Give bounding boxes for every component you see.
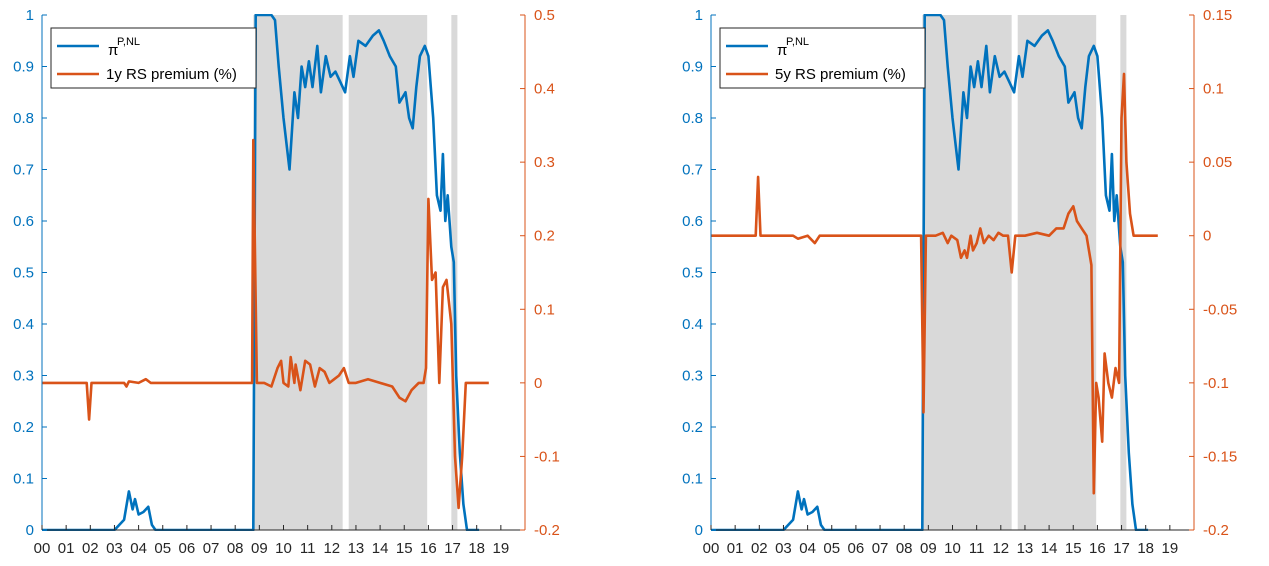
x-tick-label: 17 (1113, 540, 1130, 557)
left-tick-label: 0.1 (13, 471, 34, 488)
x-tick-label: 13 (348, 540, 365, 557)
legend-label-2: 5y RS premium (%) (775, 66, 906, 83)
left-tick-label: 0 (26, 522, 34, 539)
right-tick-label: 0.3 (534, 154, 555, 171)
right-tick-label: 0.1 (1203, 81, 1224, 98)
right-tick-label: -0.1 (534, 448, 560, 465)
left-tick-label: 0.2 (682, 419, 703, 436)
left-tick-label: 0.7 (682, 162, 703, 179)
x-tick-label: 05 (823, 540, 840, 557)
left-tick-label: 0.2 (13, 419, 34, 436)
x-tick-label: 10 (275, 540, 292, 557)
right-tick-label: 0.1 (534, 301, 555, 318)
left-tick-label: 0.9 (682, 59, 703, 76)
right-tick-label: -0.2 (1203, 522, 1229, 539)
x-tick-label: 13 (1017, 540, 1034, 557)
x-tick-label: 04 (799, 540, 816, 557)
left-tick-label: 0.8 (13, 110, 34, 127)
x-tick-label: 14 (372, 540, 389, 557)
x-tick-label: 09 (251, 540, 268, 557)
right-tick-label: 0.5 (534, 7, 555, 24)
x-tick-label: 11 (300, 540, 316, 557)
x-tick-label: 01 (727, 540, 744, 557)
x-tick-label: 07 (203, 540, 220, 557)
left-tick-label: 1 (695, 7, 703, 24)
x-tick-label: 15 (1065, 540, 1082, 557)
x-tick-label: 00 (34, 540, 51, 557)
left-tick-label: 0.1 (682, 471, 703, 488)
right-tick-label: 0.15 (1203, 7, 1232, 24)
x-tick-label: 08 (227, 540, 244, 557)
right-tick-label: -0.2 (534, 522, 560, 539)
x-tick-label: 07 (872, 540, 889, 557)
x-tick-label: 12 (323, 540, 340, 557)
left-tick-label: 0.6 (682, 213, 703, 230)
x-tick-label: 03 (106, 540, 123, 557)
shaded-period-1 (253, 15, 342, 530)
left-tick-label: 0.3 (13, 368, 34, 385)
x-tick-label: 06 (179, 540, 196, 557)
left-tick-label: 0.9 (13, 59, 34, 76)
right-tick-label: -0.05 (1203, 301, 1237, 318)
x-tick-label: 16 (420, 540, 437, 557)
x-tick-label: 19 (1162, 540, 1179, 557)
right-tick-label: 0 (534, 375, 542, 392)
x-tick-label: 14 (1041, 540, 1058, 557)
left-tick-label: 0.4 (682, 316, 703, 333)
right-tick-label: -0.15 (1203, 448, 1237, 465)
x-tick-label: 09 (920, 540, 937, 557)
x-tick-label: 08 (896, 540, 913, 557)
left-tick-label: 0.4 (13, 316, 34, 333)
x-tick-label: 02 (751, 540, 768, 557)
x-tick-label: 11 (969, 540, 985, 557)
left-tick-label: 0.8 (682, 110, 703, 127)
x-tick-label: 00 (703, 540, 720, 557)
left-tick-label: 0.5 (682, 265, 703, 282)
legend-label-superscript-1: P,NL (117, 36, 140, 48)
left-tick-label: 0.5 (13, 265, 34, 282)
right-tick-label: 0 (1203, 228, 1211, 245)
chart-panel-2: 0 0.1 0.2 0.3 0.4 0.5 0.6 0.7 0.8 0.9 1 -0.2 -0.15 -0… (682, 7, 1237, 557)
x-tick-label: 06 (848, 540, 865, 557)
x-tick-label: 18 (468, 540, 485, 557)
x-tick-label: 16 (1089, 540, 1106, 557)
x-tick-label: 19 (493, 540, 510, 557)
left-tick-label: 0.7 (13, 162, 34, 179)
chart-panel-1: 0 0.1 0.2 0.3 0.4 0.5 0.6 0.7 0.8 0.9 1 -0.2 -0.1 0 0.… (13, 7, 560, 557)
legend-label-superscript-1: P,NL (786, 36, 809, 48)
left-tick-label: 0 (695, 522, 703, 539)
x-tick-label: 04 (130, 540, 147, 557)
x-tick-label: 12 (992, 540, 1009, 557)
left-tick-label: 0.6 (13, 213, 34, 230)
x-tick-label: 10 (944, 540, 961, 557)
x-tick-label: 15 (396, 540, 413, 557)
right-tick-label: 0.4 (534, 81, 555, 98)
right-tick-label: 0.05 (1203, 154, 1232, 171)
shaded-period-1 (922, 15, 1011, 530)
x-tick-label: 05 (154, 540, 171, 557)
right-tick-label: 0.2 (534, 228, 555, 245)
right-tick-label: -0.1 (1203, 375, 1229, 392)
x-tick-label: 17 (444, 540, 461, 557)
left-tick-label: 1 (26, 7, 34, 24)
x-tick-label: 02 (82, 540, 99, 557)
x-tick-label: 01 (58, 540, 75, 557)
x-tick-label: 03 (775, 540, 792, 557)
x-tick-label: 18 (1137, 540, 1154, 557)
left-tick-label: 0.3 (682, 368, 703, 385)
legend-label-2: 1y RS premium (%) (106, 66, 237, 83)
